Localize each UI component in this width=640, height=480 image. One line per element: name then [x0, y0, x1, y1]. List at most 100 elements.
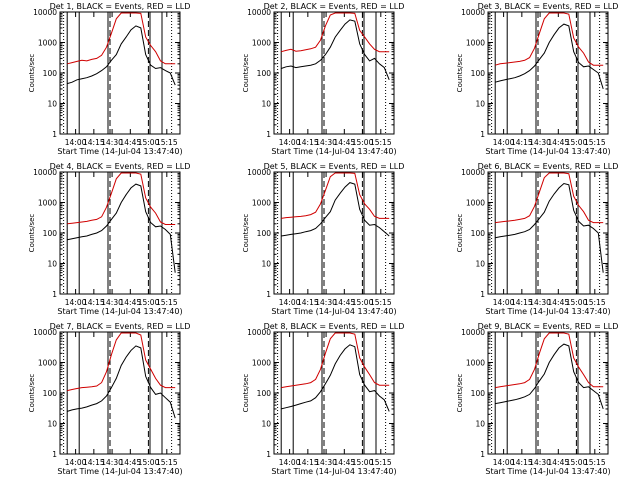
- x-tick-label: 14:00: [493, 458, 515, 467]
- x-tick-label: 14:30: [101, 458, 123, 467]
- chart-title: Det 2, BLACK = Events, RED = LLD: [264, 2, 405, 11]
- x-tick-label: 15:15: [156, 138, 178, 147]
- x-tick-label: 15:00: [352, 298, 374, 307]
- x-tick-label: 14:45: [120, 298, 142, 307]
- x-axis-label: Start Time (14-Jul-04 13:47:40): [485, 147, 610, 156]
- y-axis-label: Counts/sec: [28, 54, 36, 93]
- y-tick-label: 100: [43, 389, 58, 398]
- chart-title: Det 8, BLACK = Events, RED = LLD: [264, 322, 405, 331]
- y-tick-label: 10000: [247, 328, 271, 337]
- series-line-lld: [67, 332, 176, 392]
- y-tick-label: 100: [257, 389, 272, 398]
- x-tick-label: 14:30: [529, 138, 551, 147]
- x-tick-label: 14:30: [315, 458, 337, 467]
- x-tick-label: 15:00: [352, 458, 374, 467]
- x-axis-label: Start Time (14-Jul-04 13:47:40): [271, 307, 396, 316]
- y-tick-label: 10000: [461, 8, 485, 17]
- x-tick-label: 14:00: [65, 298, 87, 307]
- y-tick-label: 100: [257, 229, 272, 238]
- chart-title: Det 6, BLACK = Events, RED = LLD: [478, 162, 619, 171]
- y-tick-label: 10: [475, 420, 485, 429]
- chart-title: Det 4, BLACK = Events, RED = LLD: [50, 162, 191, 171]
- chart-panel-2: Det 2, BLACK = Events, RED = LLD 1 10 100 10…: [242, 2, 404, 156]
- chart-panel-5: Det 5, BLACK = Events, RED = LLD 1 10 100 10…: [242, 162, 404, 316]
- x-axis-label: Start Time (14-Jul-04 13:47:40): [485, 307, 610, 316]
- x-tick-label: 14:45: [120, 458, 142, 467]
- y-tick-label: 1: [480, 130, 485, 139]
- chart-title: Det 5, BLACK = Events, RED = LLD: [264, 162, 405, 171]
- x-tick-label: 15:15: [370, 138, 392, 147]
- y-tick-label: 1000: [252, 359, 271, 368]
- y-tick-label: 10: [261, 100, 271, 109]
- series-line-lld: [281, 332, 390, 389]
- chart-title: Det 3, BLACK = Events, RED = LLD: [478, 2, 619, 11]
- x-tick-label: 14:45: [334, 298, 356, 307]
- x-tick-label: 14:15: [83, 458, 105, 467]
- x-tick-label: 14:30: [315, 298, 337, 307]
- series-line-lld: [495, 172, 604, 224]
- chart-panel-6: Det 6, BLACK = Events, RED = LLD 1 10 100 10…: [456, 162, 618, 316]
- x-tick-label: 14:30: [101, 298, 123, 307]
- x-tick-label: 14:45: [548, 298, 570, 307]
- y-tick-label: 10: [261, 420, 271, 429]
- x-tick-label: 14:15: [511, 138, 533, 147]
- x-tick-label: 15:00: [138, 458, 160, 467]
- x-tick-label: 15:00: [566, 298, 588, 307]
- series-line-lld: [67, 172, 176, 225]
- y-tick-label: 10: [47, 100, 57, 109]
- series-line-events: [495, 343, 604, 410]
- y-tick-label: 100: [471, 389, 486, 398]
- x-tick-label: 14:15: [83, 138, 105, 147]
- x-tick-label: 14:15: [297, 458, 319, 467]
- y-axis-label: Counts/sec: [456, 54, 464, 93]
- x-tick-label: 14:00: [493, 298, 515, 307]
- x-axis-label: Start Time (14-Jul-04 13:47:40): [271, 147, 396, 156]
- x-tick-label: 14:30: [529, 298, 551, 307]
- y-tick-label: 1: [480, 290, 485, 299]
- x-tick-label: 15:15: [156, 298, 178, 307]
- series-line-events: [281, 19, 390, 80]
- x-tick-label: 15:15: [370, 458, 392, 467]
- x-tick-label: 15:00: [138, 298, 160, 307]
- series-line-lld: [281, 12, 390, 53]
- y-tick-label: 1: [266, 450, 271, 459]
- x-tick-label: 14:15: [511, 298, 533, 307]
- x-axis-label: Start Time (14-Jul-04 13:47:40): [271, 467, 396, 476]
- y-tick-label: 100: [43, 69, 58, 78]
- y-tick-label: 1000: [38, 199, 57, 208]
- chart-title: Det 9, BLACK = Events, RED = LLD: [478, 322, 619, 331]
- y-tick-label: 1: [266, 290, 271, 299]
- y-tick-label: 10000: [247, 8, 271, 17]
- y-tick-label: 1: [52, 290, 57, 299]
- chart-panel-4: Det 4, BLACK = Events, RED = LLD 1 10 100 10…: [28, 162, 190, 316]
- series-line-lld: [281, 172, 390, 219]
- x-tick-label: 14:30: [315, 138, 337, 147]
- x-tick-label: 14:30: [529, 458, 551, 467]
- y-axis-label: Counts/sec: [242, 374, 250, 413]
- series-line-events: [67, 183, 176, 273]
- y-tick-label: 10: [47, 260, 57, 269]
- y-tick-label: 1000: [466, 359, 485, 368]
- x-tick-label: 14:00: [65, 458, 87, 467]
- y-tick-label: 100: [43, 229, 58, 238]
- x-tick-label: 14:45: [548, 458, 570, 467]
- x-tick-label: 15:00: [566, 458, 588, 467]
- x-tick-label: 14:45: [334, 458, 356, 467]
- chart-panel-7: Det 7, BLACK = Events, RED = LLD 1 10 100 10…: [28, 322, 190, 476]
- x-tick-label: 14:15: [297, 298, 319, 307]
- series-line-events: [67, 345, 176, 419]
- x-tick-label: 15:15: [584, 298, 606, 307]
- x-axis-label: Start Time (14-Jul-04 13:47:40): [57, 147, 182, 156]
- y-tick-label: 10000: [33, 8, 57, 17]
- x-tick-label: 14:00: [65, 138, 87, 147]
- y-axis-label: Counts/sec: [456, 374, 464, 413]
- y-tick-label: 1: [480, 450, 485, 459]
- x-tick-label: 15:00: [566, 138, 588, 147]
- chart-panel-9: Det 9, BLACK = Events, RED = LLD 1 10 100 10…: [456, 322, 618, 476]
- y-tick-label: 10000: [33, 328, 57, 337]
- y-axis-label: Counts/sec: [242, 54, 250, 93]
- y-tick-label: 10000: [461, 328, 485, 337]
- series-line-events: [67, 25, 176, 86]
- chart-panel-3: Det 3, BLACK = Events, RED = LLD 1 10 100 10…: [456, 2, 618, 156]
